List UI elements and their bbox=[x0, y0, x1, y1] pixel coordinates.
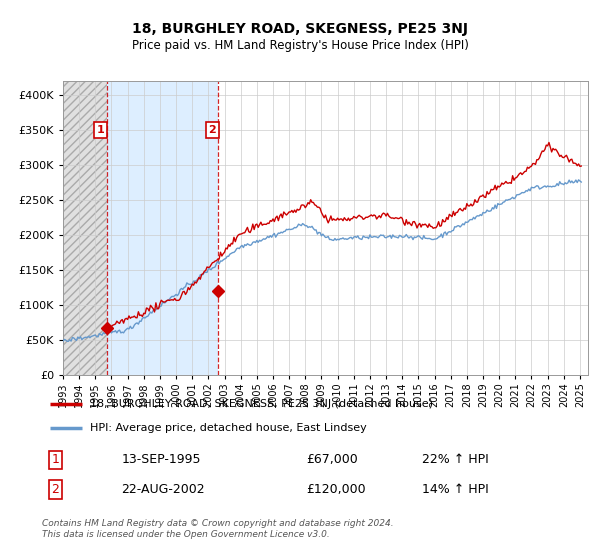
Text: 1: 1 bbox=[97, 125, 104, 135]
Text: 18, BURGHLEY ROAD, SKEGNESS, PE25 3NJ: 18, BURGHLEY ROAD, SKEGNESS, PE25 3NJ bbox=[132, 22, 468, 36]
Text: 22-AUG-2002: 22-AUG-2002 bbox=[121, 483, 205, 496]
Text: 22% ↑ HPI: 22% ↑ HPI bbox=[422, 453, 489, 466]
Text: 2: 2 bbox=[208, 125, 216, 135]
Text: Contains HM Land Registry data © Crown copyright and database right 2024.
This d: Contains HM Land Registry data © Crown c… bbox=[42, 520, 394, 539]
Text: 1: 1 bbox=[51, 453, 59, 466]
Text: £67,000: £67,000 bbox=[306, 453, 358, 466]
Text: 18, BURGHLEY ROAD, SKEGNESS, PE25 3NJ (detached house): 18, BURGHLEY ROAD, SKEGNESS, PE25 3NJ (d… bbox=[89, 399, 433, 409]
Bar bbox=[107, 81, 218, 375]
Bar bbox=[63, 81, 107, 375]
Text: 14% ↑ HPI: 14% ↑ HPI bbox=[422, 483, 489, 496]
Text: Price paid vs. HM Land Registry's House Price Index (HPI): Price paid vs. HM Land Registry's House … bbox=[131, 39, 469, 53]
Text: 2: 2 bbox=[51, 483, 59, 496]
Text: HPI: Average price, detached house, East Lindsey: HPI: Average price, detached house, East… bbox=[89, 423, 366, 433]
Text: £120,000: £120,000 bbox=[306, 483, 365, 496]
Text: 13-SEP-1995: 13-SEP-1995 bbox=[121, 453, 201, 466]
